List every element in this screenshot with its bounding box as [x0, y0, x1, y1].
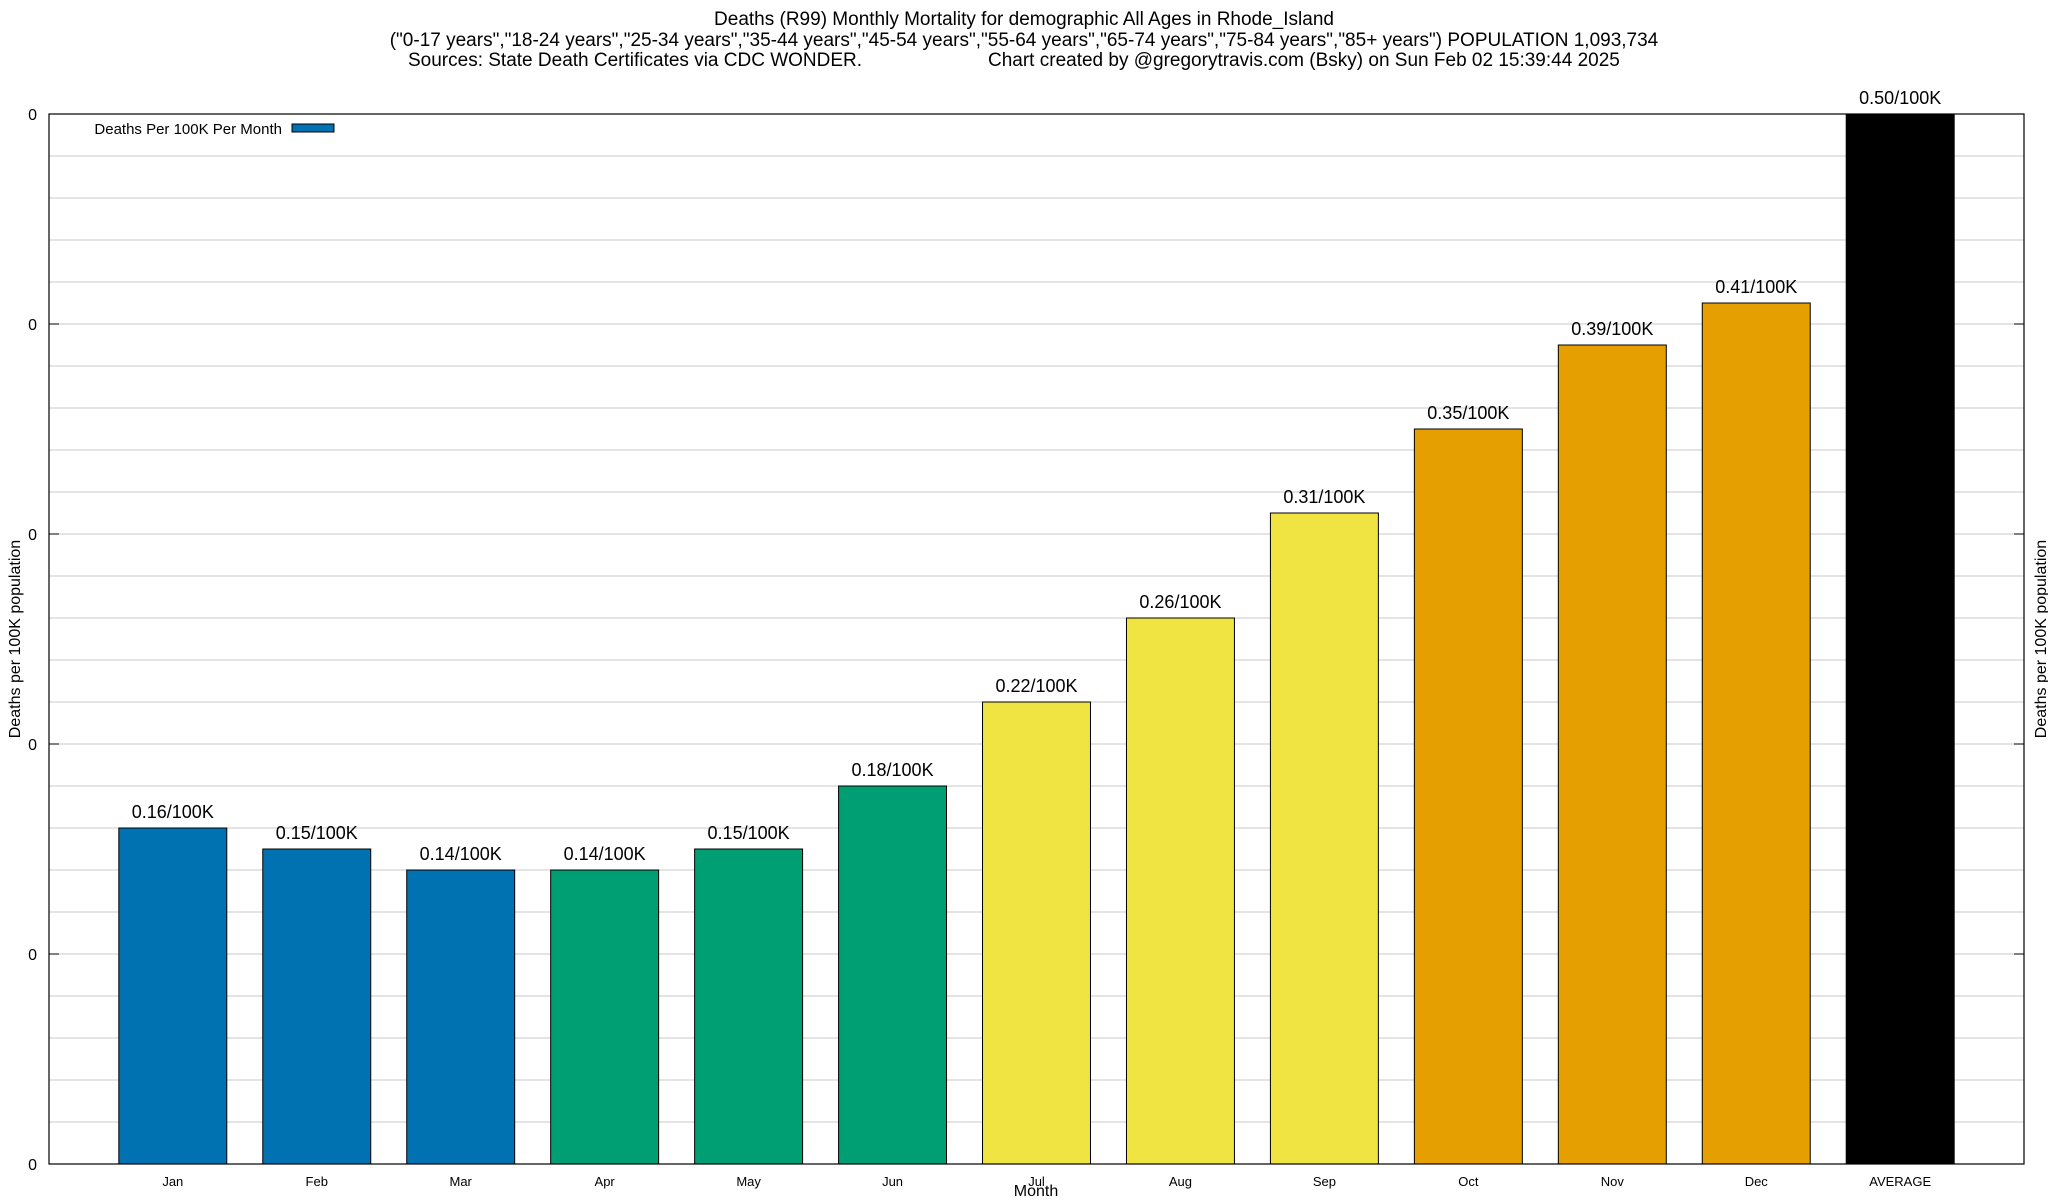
- x-tick-label: Jul: [1028, 1174, 1045, 1189]
- bar-data-label: 0.35/100K: [1427, 403, 1509, 423]
- bar-dec: [1701, 302, 1811, 1165]
- bar-oct: [1413, 428, 1523, 1165]
- bar-data-label: 0.15/100K: [276, 823, 358, 843]
- bar-data-label: 0.39/100K: [1571, 319, 1653, 339]
- bar-data-label: 0.18/100K: [852, 760, 934, 780]
- bar-data-label: 0.50/100K: [1859, 88, 1941, 108]
- x-tick-label: Mar: [450, 1174, 473, 1189]
- x-axis-label: Month: [1014, 1183, 1058, 1200]
- legend: Deaths Per 100K Per Month: [94, 121, 335, 138]
- bar-sep: [1269, 512, 1379, 1165]
- x-tick-label: Dec: [1745, 1174, 1769, 1189]
- bar-data-label: 0.15/100K: [708, 823, 790, 843]
- y-axis-label-right: Deaths per 100K population: [2033, 540, 2048, 738]
- bar-nov: [1557, 344, 1667, 1165]
- chart-title-line-1: Deaths (R99) Monthly Mortality for demog…: [714, 9, 1334, 30]
- x-tick-label: Jan: [162, 1174, 183, 1189]
- x-tick-label: Apr: [595, 1174, 616, 1189]
- x-tick-label: Feb: [306, 1174, 328, 1189]
- y-axis-label-left: Deaths per 100K population: [7, 540, 24, 738]
- x-tick-label: Sep: [1313, 1174, 1336, 1189]
- bar-jul: [982, 701, 1091, 1165]
- y-tick-label: 0: [28, 1157, 37, 1174]
- bar-data-label: 0.31/100K: [1283, 487, 1365, 507]
- bar-jan: [118, 827, 228, 1165]
- x-tick-label: AVERAGE: [1869, 1174, 1931, 1189]
- grid-lines: [49, 155, 2024, 1123]
- plot-frame: [48, 113, 2025, 1165]
- legend-label: Deaths Per 100K Per Month: [94, 121, 282, 138]
- bar-may: [694, 848, 804, 1165]
- bar-data-label: 0.26/100K: [1139, 592, 1221, 612]
- bar-feb: [262, 848, 372, 1165]
- chart-source-text: Sources: State Death Certificates via CD…: [408, 50, 862, 71]
- x-tick-label: Nov: [1601, 1174, 1625, 1189]
- y-tick-label: 0: [28, 947, 37, 964]
- bar-apr: [550, 869, 660, 1165]
- bar-data-labels: 0.16/100K 0.15/100K 0.14/100K 0.14/100K 0.15…: [132, 88, 1941, 864]
- chart-credit-text: Chart created by @gregorytravis.com (Bsk…: [988, 50, 1620, 71]
- bar-aug: [1125, 617, 1235, 1165]
- bars: [118, 113, 1955, 1165]
- y-tick-label: 0: [28, 317, 37, 334]
- x-tick-label: Oct: [1458, 1174, 1479, 1189]
- bar-data-label: 0.41/100K: [1715, 277, 1797, 297]
- y-tick-label: 0: [28, 107, 37, 124]
- bar-data-label: 0.22/100K: [995, 676, 1077, 696]
- x-tick-label: Jun: [882, 1174, 903, 1189]
- bar-data-label: 0.16/100K: [132, 802, 214, 822]
- legend-swatch: [291, 123, 335, 133]
- y-tick-label: 0: [28, 527, 37, 544]
- bar-data-label: 0.14/100K: [420, 844, 502, 864]
- bar-data-label: 0.14/100K: [564, 844, 646, 864]
- bar-jun: [838, 785, 948, 1165]
- bar-mar: [406, 869, 516, 1165]
- bar-average: [1845, 113, 1955, 1165]
- chart-title-line-2: ("0-17 years","18-24 years","25-34 years…: [390, 30, 1659, 51]
- y-axis-ticks: 0 0 0 0 0 0: [28, 107, 2024, 1174]
- x-tick-label: Aug: [1169, 1174, 1192, 1189]
- y-tick-label: 0: [28, 737, 37, 754]
- x-axis-ticks: Jan Feb Mar Apr May Jun Jul Aug Sep Oct Nov Dec AVER…: [162, 1174, 1931, 1189]
- x-tick-label: May: [736, 1174, 761, 1189]
